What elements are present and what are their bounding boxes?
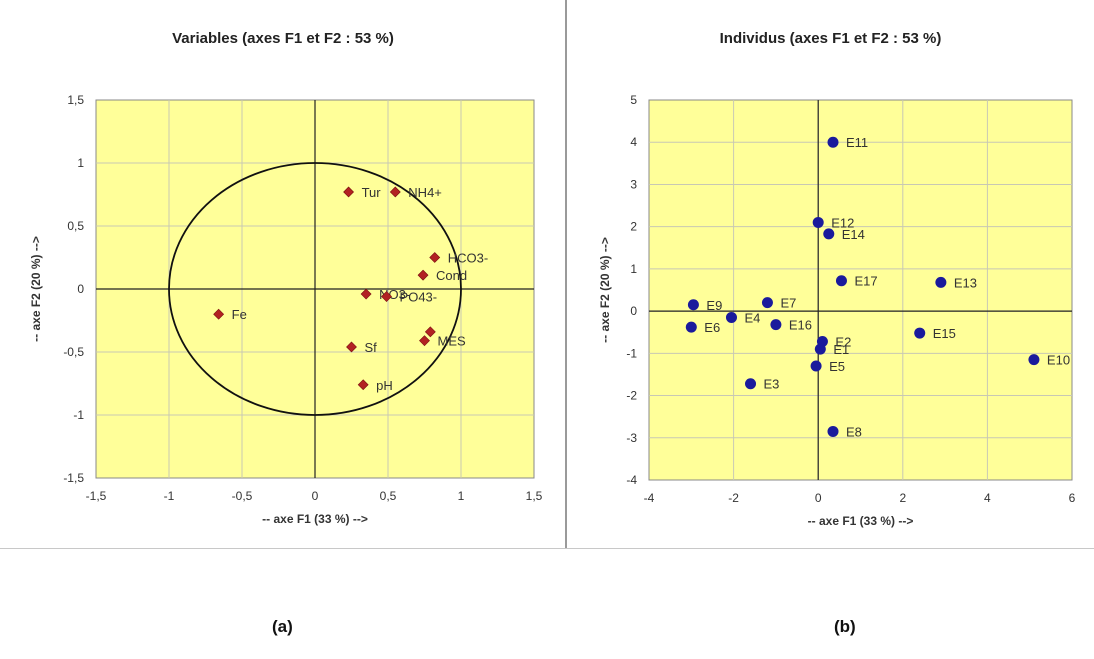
individual-point-marker bbox=[687, 299, 699, 311]
x-tick-label: 2 bbox=[899, 491, 906, 505]
individuals-scatter-chart: -4 -2 0 2 4 6 -4 -3 -2 -1 0 1 2 3 4 5 -- axe F1 (33 %) -… bbox=[598, 93, 1076, 528]
x-tick-label: -4 bbox=[644, 491, 655, 505]
x-tick-label: -1 bbox=[164, 489, 175, 503]
caption-divider bbox=[0, 548, 1094, 549]
individual-point-marker bbox=[1028, 354, 1040, 366]
y-tick-label: -1 bbox=[626, 346, 637, 360]
point-label: E4 bbox=[744, 310, 760, 325]
individual-point-marker bbox=[812, 216, 824, 228]
y-tick-label: -2 bbox=[626, 389, 637, 403]
x-tick-label: 6 bbox=[1069, 491, 1076, 505]
y-tick-label: -1,5 bbox=[63, 471, 84, 485]
individual-point-marker bbox=[745, 378, 757, 390]
y-tick-label: 3 bbox=[630, 177, 637, 191]
chart-title: Variables (axes F1 et F2 : 53 %) bbox=[172, 30, 394, 47]
individual-point-marker bbox=[935, 276, 947, 288]
y-tick-label: -1 bbox=[73, 408, 84, 422]
individuals-panel: Individus (axes F1 et F2 : 53 %) -4 -2 0 2 4… bbox=[567, 0, 1094, 548]
point-label: E7 bbox=[780, 296, 796, 311]
y-tick-label: -0,5 bbox=[63, 345, 84, 359]
y-tick-label: -3 bbox=[626, 431, 637, 445]
y-tick-label: 0 bbox=[77, 282, 84, 296]
individual-point-marker bbox=[814, 343, 826, 355]
x-tick-label: 0,5 bbox=[380, 489, 397, 503]
point-label: E17 bbox=[854, 274, 877, 289]
point-label: E14 bbox=[842, 227, 865, 242]
panel-divider bbox=[565, 0, 567, 548]
point-label: E13 bbox=[954, 275, 977, 290]
variables-panel: Variables (axes F1 et F2 : 53 %) -1,5 -1-… bbox=[0, 0, 566, 548]
y-tick-label: -4 bbox=[626, 473, 637, 487]
variable-point-marker bbox=[346, 341, 357, 353]
point-label: E8 bbox=[846, 424, 862, 439]
plot-area bbox=[648, 99, 1073, 481]
y-tick-label: 1,5 bbox=[67, 93, 84, 107]
point-label: E5 bbox=[829, 359, 845, 374]
point-label: E12 bbox=[831, 215, 854, 230]
y-tick-label: 1 bbox=[77, 156, 84, 170]
y-tick-label: 4 bbox=[630, 135, 637, 149]
y-tick-label: 0,5 bbox=[67, 219, 84, 233]
caption-b: (b) bbox=[834, 617, 856, 636]
individual-point-marker bbox=[827, 425, 839, 437]
x-tick-label: -0,5 bbox=[232, 489, 253, 503]
point-label: E2 bbox=[835, 335, 851, 350]
variable-point-marker bbox=[424, 326, 436, 338]
y-tick-label: 1 bbox=[630, 262, 637, 276]
chart-title: Individus (axes F1 et F2 : 53 %) bbox=[719, 30, 942, 47]
y-tick-label: 0 bbox=[630, 304, 637, 318]
individual-point-marker bbox=[810, 360, 822, 372]
point-label: E1 bbox=[833, 342, 849, 357]
variable-point-marker bbox=[419, 335, 430, 347]
individual-point-marker bbox=[835, 275, 847, 287]
individual-point-marker bbox=[823, 228, 835, 240]
variable-point-marker bbox=[343, 186, 355, 198]
individual-point-marker bbox=[725, 311, 737, 323]
individual-point-marker bbox=[761, 297, 773, 309]
x-tick-label: 4 bbox=[984, 491, 991, 505]
point-label: E15 bbox=[933, 326, 956, 341]
point-label: NH4+ bbox=[408, 185, 442, 200]
point-label: E10 bbox=[1047, 353, 1070, 368]
point-label: E3 bbox=[764, 377, 780, 392]
variable-point-marker bbox=[213, 308, 225, 320]
point-label: E16 bbox=[789, 318, 812, 333]
variable-point-marker bbox=[389, 186, 401, 198]
x-axis-label: -- axe F1 (33 %) --> bbox=[808, 514, 914, 528]
correlation-circle bbox=[168, 162, 462, 416]
point-label: Tur bbox=[362, 185, 382, 200]
individual-point-marker bbox=[827, 136, 839, 148]
variable-point-marker bbox=[357, 379, 369, 391]
point-label: pH bbox=[376, 378, 393, 393]
x-tick-label: 0 bbox=[312, 489, 319, 503]
x-tick-label: 1,5 bbox=[526, 489, 543, 503]
individual-point-marker bbox=[914, 327, 926, 339]
point-label: Sf bbox=[365, 340, 378, 355]
individual-point-marker bbox=[685, 321, 697, 333]
variable-point-marker bbox=[417, 269, 429, 281]
variables-scatter-chart: -1,5 -1 -0,5 0 0,5 1 1,5 -1,5 -1 -0,5 0 0,5 1 1,5 -- a… bbox=[29, 93, 543, 526]
point-label: MES bbox=[438, 334, 467, 349]
point-label: HCO3- bbox=[448, 251, 488, 266]
y-tick-label: 5 bbox=[630, 93, 637, 107]
y-axis-label: -- axe F2 (20 %) --> bbox=[29, 236, 43, 342]
individual-point-marker bbox=[770, 319, 782, 331]
variable-point-marker bbox=[429, 252, 441, 263]
point-label: E6 bbox=[704, 320, 720, 335]
point-label: Fe bbox=[232, 307, 247, 322]
y-tick-label: 2 bbox=[630, 220, 637, 234]
point-label: PO43- bbox=[400, 290, 438, 305]
x-tick-label: -2 bbox=[728, 491, 739, 505]
variable-point-marker bbox=[381, 291, 392, 302]
x-axis-label: -- axe F1 (33 %) --> bbox=[262, 512, 368, 526]
y-axis-label: -- axe F2 (20 %) --> bbox=[598, 237, 612, 343]
point-label: E11 bbox=[846, 135, 868, 150]
x-tick-label: 0 bbox=[815, 491, 822, 505]
x-tick-label: 1 bbox=[458, 489, 465, 503]
point-label: E9 bbox=[706, 298, 722, 313]
x-tick-label: -1,5 bbox=[86, 489, 107, 503]
point-label: Cond bbox=[436, 268, 467, 283]
caption-a: (a) bbox=[272, 617, 293, 636]
variable-point-marker bbox=[360, 288, 372, 300]
